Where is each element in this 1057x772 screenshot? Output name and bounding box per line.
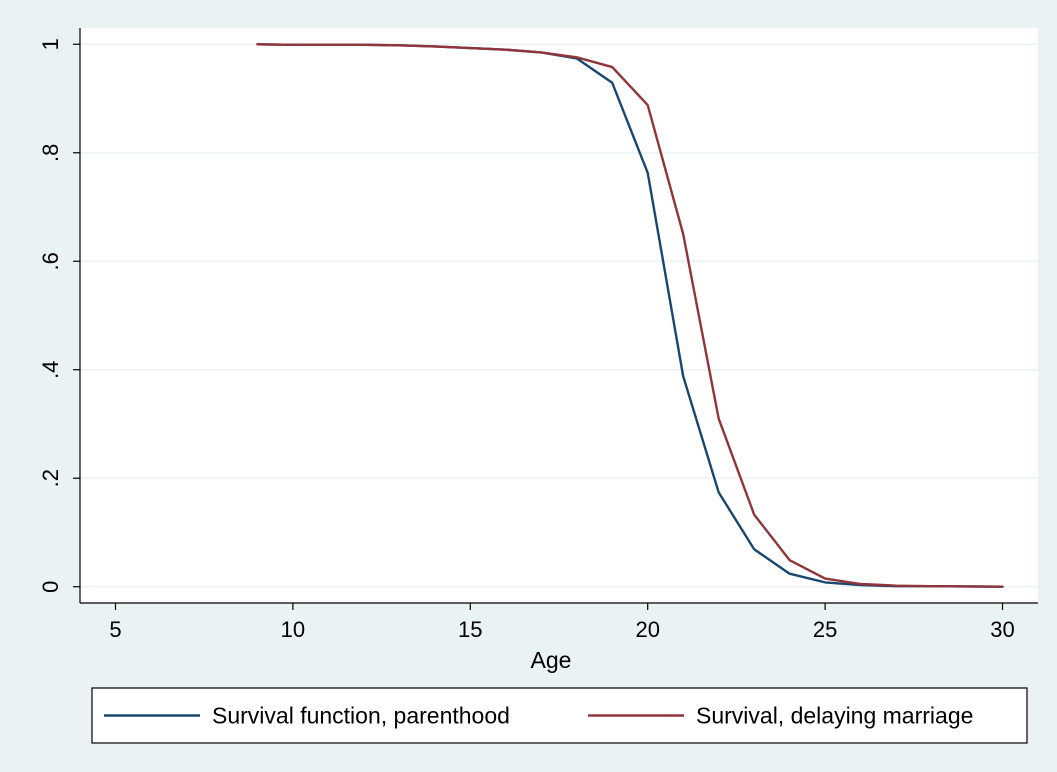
y-tick-label: 1 [38,38,63,50]
gridlines [80,43,1038,588]
x-tick-label: 10 [281,617,305,642]
x-tick-label: 25 [813,617,837,642]
x-tick-label: 20 [635,617,659,642]
legend-box [91,687,1028,744]
y-tick-label: .4 [38,361,63,379]
series-line-delaying-marriage [256,43,1004,588]
x-tick-label: 5 [109,617,121,642]
x-tick-label: 15 [458,617,482,642]
legend-label-parenthood: Survival function, parenthood [212,703,510,729]
y-tick-label: .2 [38,469,63,487]
plot-area [80,28,1038,603]
legend-label-delaying-marriage: Survival, delaying marriage [696,703,973,729]
y-tick-label: .6 [38,252,63,270]
x-axis-title: Age [531,647,572,673]
legend: Survival function, parenthood Survival, … [91,687,1028,744]
x-ticks: 5 10 15 20 25 30 [109,603,1015,642]
x-tick-label: 30 [990,617,1014,642]
y-tick-label: .8 [38,144,63,162]
y-ticks: 0 .2 .4 .6 .8 1 [38,38,80,593]
series-lines [256,43,1004,588]
y-tick-label: 0 [38,581,63,593]
axes [79,28,1038,604]
